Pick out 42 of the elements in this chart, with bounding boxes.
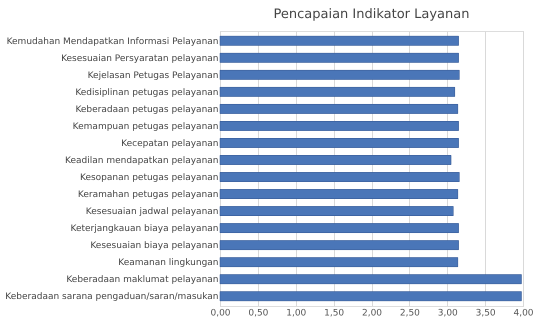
y-tick-label: Keberadaan maklumat pelayanan bbox=[66, 275, 218, 286]
bar bbox=[220, 121, 459, 131]
y-tick-label: Kesesuaian biaya pelayanan bbox=[90, 241, 218, 252]
y-tick-label: Kejelasan Petugas Pelayanan bbox=[88, 70, 218, 81]
bar bbox=[220, 70, 460, 80]
x-tick-label: 0,00 bbox=[210, 308, 231, 318]
bar bbox=[220, 206, 454, 216]
bar bbox=[220, 52, 459, 63]
chart-title: Pencapaian Indikator Layanan bbox=[274, 7, 470, 22]
y-tick-label: Keamanan lingkungan bbox=[118, 258, 218, 268]
bar bbox=[220, 223, 459, 234]
bar bbox=[220, 104, 458, 114]
y-tick-label: Keadilan mendapatkan pelayanan bbox=[65, 156, 218, 166]
y-tick-label: Kecepatan pelayanan bbox=[121, 138, 218, 149]
y-tick-label: Kesesuaian jadwal pelayanan bbox=[86, 207, 218, 218]
x-tick-label: 3,00 bbox=[438, 308, 458, 318]
bar bbox=[220, 257, 458, 268]
y-tick-label: Kemampuan petugas pelayanan bbox=[72, 122, 218, 132]
y-tick-label: Keberadaan sarana pengaduan/saran/masukan bbox=[5, 292, 218, 302]
x-tick-label: 2,00 bbox=[362, 308, 382, 318]
x-tick-label: 1,50 bbox=[324, 308, 344, 318]
y-tick-label: Kesesuaian Persyaratan pelayanan bbox=[61, 54, 218, 64]
x-tick-label: 3,50 bbox=[476, 308, 496, 318]
y-tick-label: Kedisiplinan petugas pelayanan bbox=[75, 88, 218, 98]
bar bbox=[220, 138, 459, 148]
y-tick-label: Keterjangkauan biaya pelayanan bbox=[70, 224, 218, 234]
x-tick-label: 1,00 bbox=[286, 308, 307, 318]
y-tick-label: Kemudahan Mendapatkan Informasi Pelayanan bbox=[6, 36, 218, 47]
bar bbox=[220, 274, 522, 284]
y-tick-label: Keberadaan petugas pelayanan bbox=[75, 104, 218, 115]
bar bbox=[220, 240, 459, 250]
x-tick-label: 4,00 bbox=[513, 308, 534, 318]
bar bbox=[220, 86, 456, 97]
y-tick-label: Keramahan petugas pelayanan bbox=[78, 190, 218, 200]
x-tick-label: 0,50 bbox=[248, 308, 269, 318]
bar bbox=[220, 291, 522, 302]
x-tick-label: 2,50 bbox=[400, 308, 420, 318]
bar bbox=[220, 36, 459, 46]
y-tick-label: Kesopanan petugas pelayanan bbox=[80, 173, 218, 184]
bar bbox=[220, 172, 460, 182]
bar bbox=[220, 155, 452, 165]
bar bbox=[220, 189, 458, 199]
